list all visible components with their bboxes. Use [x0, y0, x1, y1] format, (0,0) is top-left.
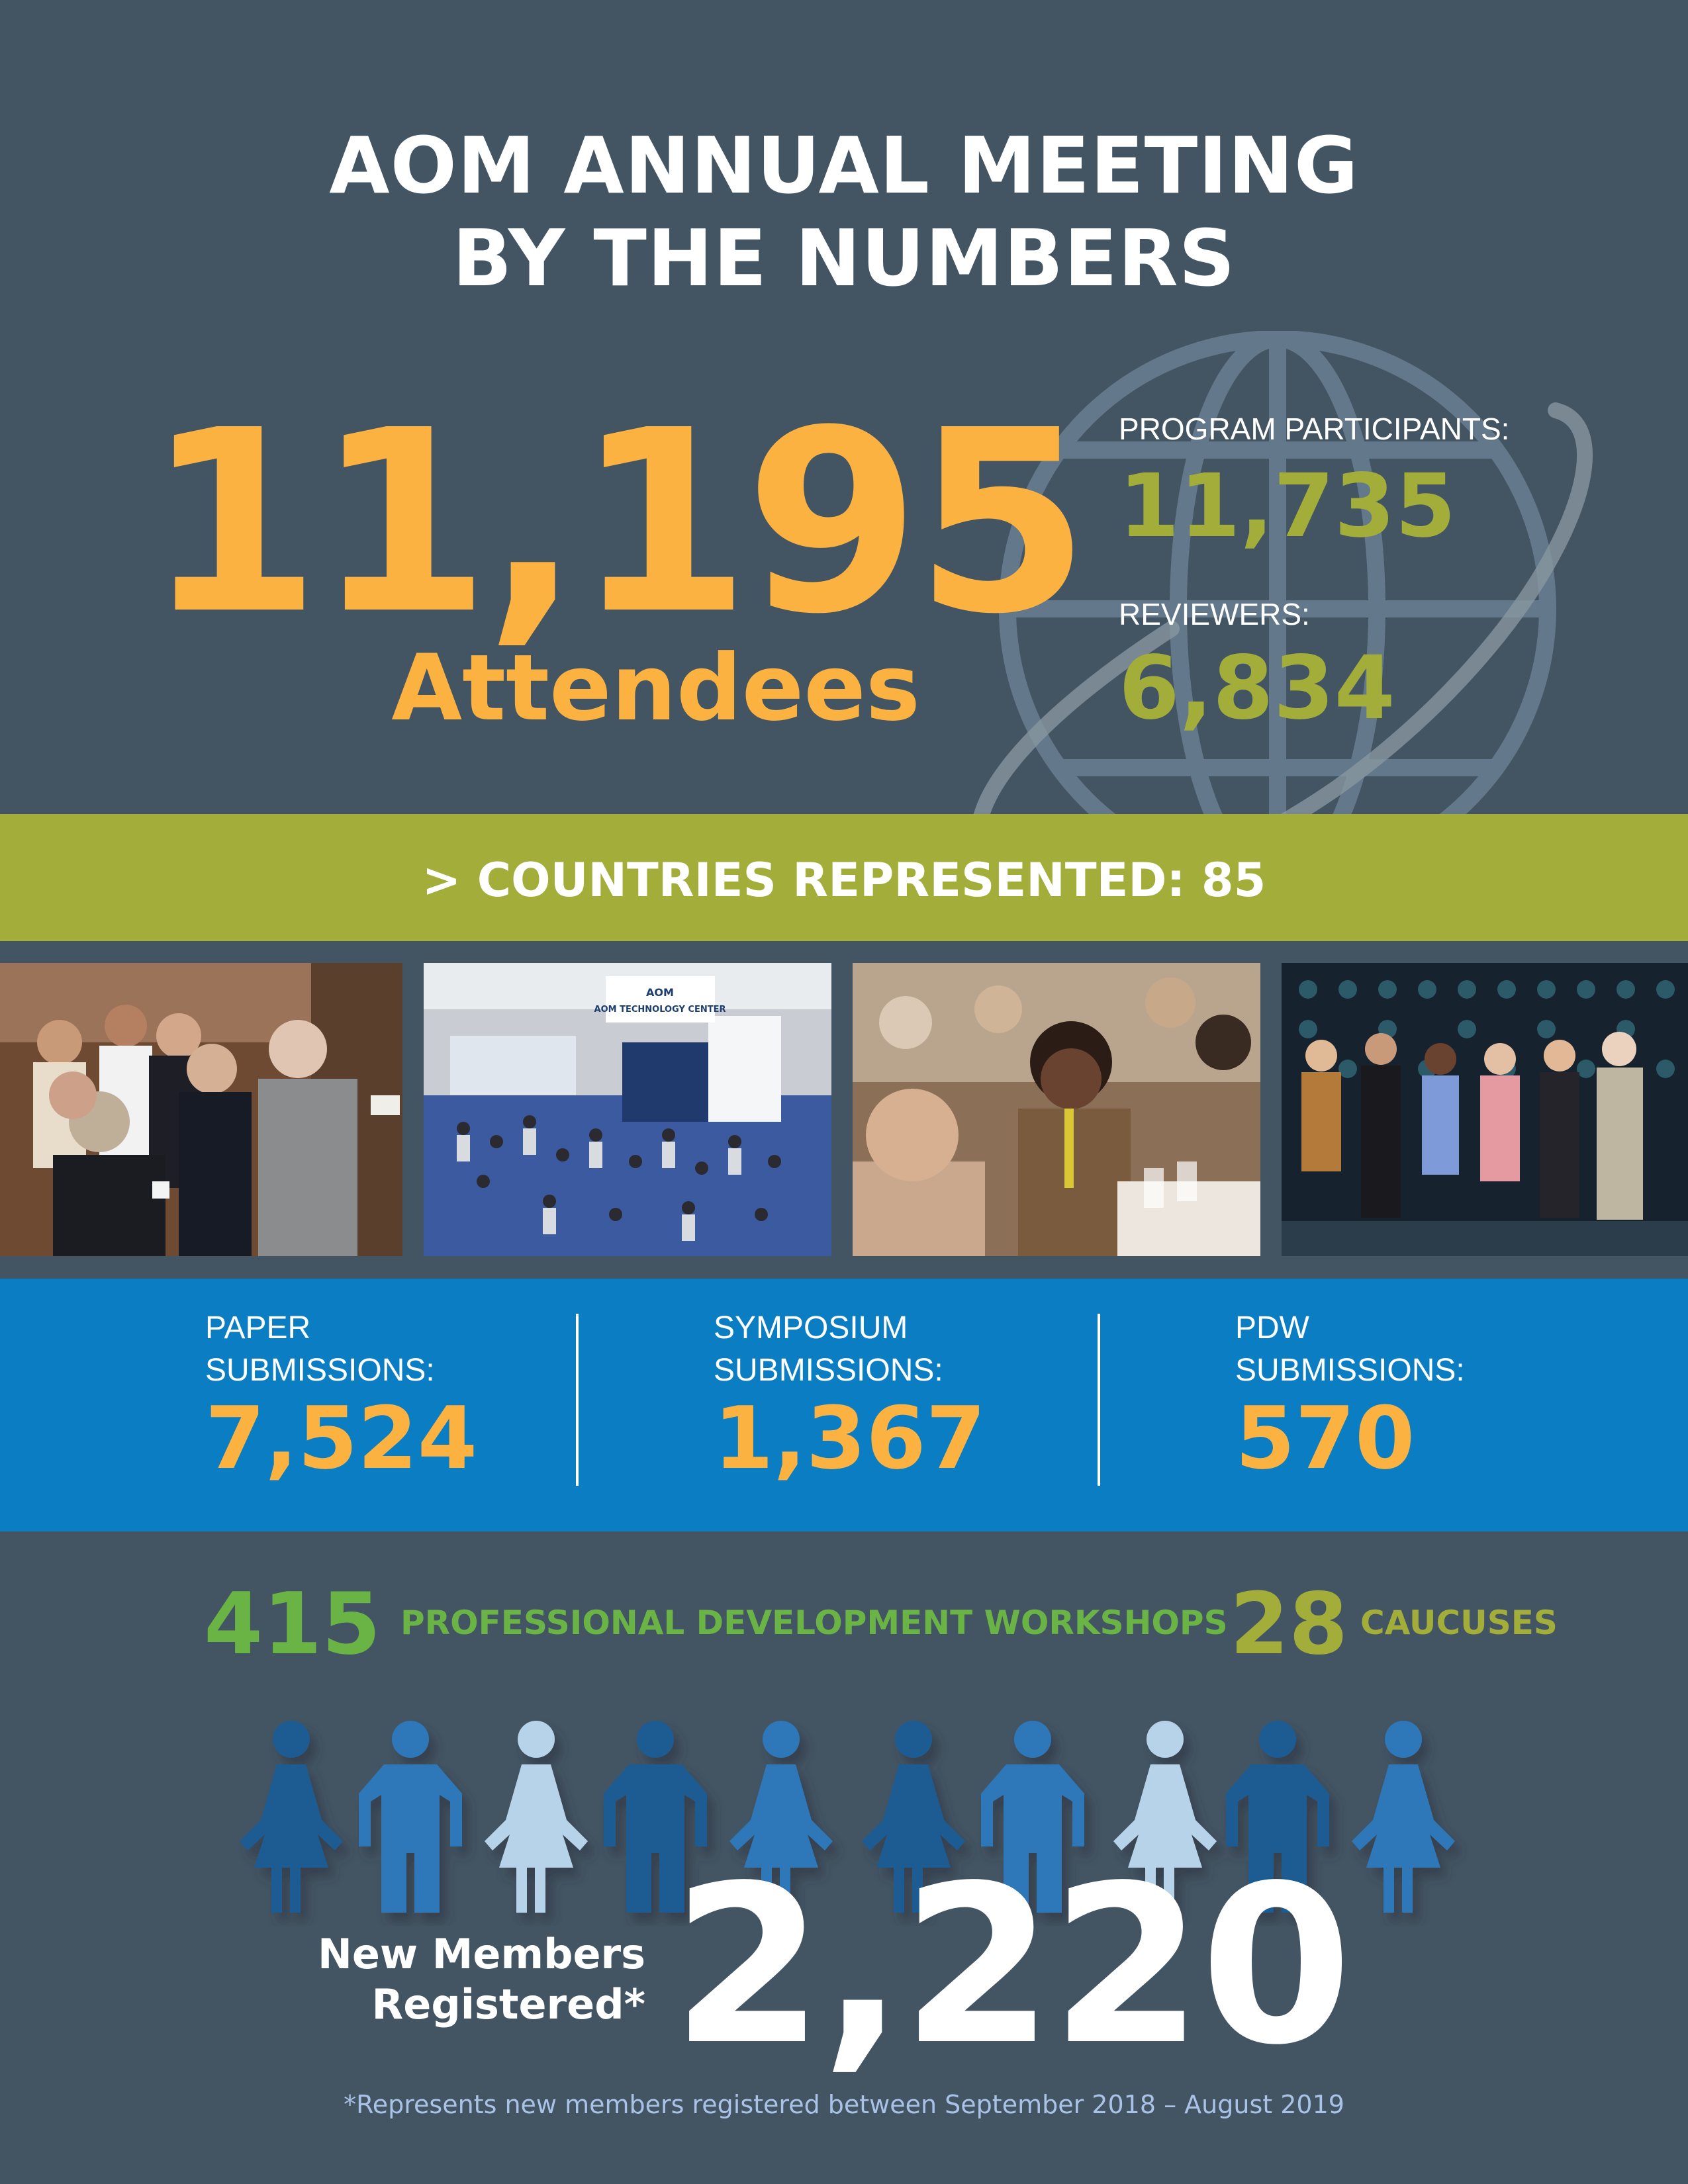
countries-text: > COUNTRIES REPRESENTED: 85	[422, 853, 1266, 907]
photo-networking	[0, 963, 402, 1256]
countries-band	[0, 814, 1688, 941]
footnote: *Represents new members registered betwe…	[344, 2090, 1344, 2119]
paper-submissions-label-1: PAPER	[205, 1310, 311, 1345]
pdw-submissions-label-2: SUBMISSIONS:	[1235, 1353, 1465, 1388]
photo-technology-center: AOM AOM TECHNOLOGY CENTER	[424, 963, 831, 1256]
symposium-submissions-value: 1,367	[714, 1388, 986, 1488]
divider	[1098, 1314, 1100, 1486]
new-members-label-2: Registered*	[371, 1980, 645, 2028]
new-members-value: 2,220	[672, 1839, 1352, 2093]
person-icon	[359, 1721, 462, 1913]
title-line-1: AOM ANNUAL MEETING	[329, 120, 1359, 211]
caucuses-label: CAUCUSES	[1360, 1604, 1558, 1642]
symposium-submissions-label-1: SYMPOSIUM	[714, 1310, 908, 1345]
paper-submissions: PAPER SUBMISSIONS: 7,524	[205, 1307, 477, 1484]
title-line-2: BY THE NUMBERS	[452, 212, 1236, 304]
symposium-submissions-label-2: SUBMISSIONS:	[714, 1353, 943, 1388]
pdw-submissions-value: 570	[1235, 1388, 1415, 1488]
person-icon	[1352, 1721, 1455, 1913]
tech-center-sign-text: AOM TECHNOLOGY CENTER	[594, 1005, 726, 1015]
symposium-submissions: SYMPOSIUM SUBMISSIONS: 1,367	[714, 1307, 986, 1484]
pdw-submissions: PDW SUBMISSIONS: 570	[1235, 1307, 1465, 1484]
page-title: AOM ANNUAL MEETING BY THE NUMBERS	[0, 119, 1688, 304]
person-icon	[485, 1721, 588, 1913]
attendees-value: 11,195	[146, 376, 1090, 669]
reviewers-value: 6,834	[1119, 637, 1395, 739]
program-participants-value: 11,735	[1119, 455, 1456, 557]
attendees-label: Attendees	[391, 635, 920, 741]
reviewers-label: REVIEWERS:	[1119, 597, 1310, 631]
new-members-label: New Members Registered*	[318, 1929, 645, 2030]
person-icon	[240, 1721, 343, 1913]
paper-submissions-value: 7,524	[205, 1388, 478, 1488]
submissions-band	[0, 1279, 1688, 1531]
new-members-label-1: New Members	[317, 1930, 645, 1978]
workshops-value: 415	[204, 1575, 381, 1674]
program-participants-label: PROGRAM PARTICIPANTS:	[1119, 412, 1510, 446]
tech-center-sign: AOM	[646, 986, 674, 999]
paper-submissions-label-2: SUBMISSIONS:	[205, 1353, 435, 1388]
divider	[576, 1314, 579, 1486]
workshops-label: PROFESSIONAL DEVELOPMENT WORKSHOPS	[400, 1604, 1228, 1642]
pdw-submissions-label-1: PDW	[1235, 1310, 1309, 1345]
caucuses-value: 28	[1230, 1575, 1348, 1674]
photo-stage-celebration	[1282, 963, 1688, 1256]
photo-discussion	[853, 963, 1260, 1256]
